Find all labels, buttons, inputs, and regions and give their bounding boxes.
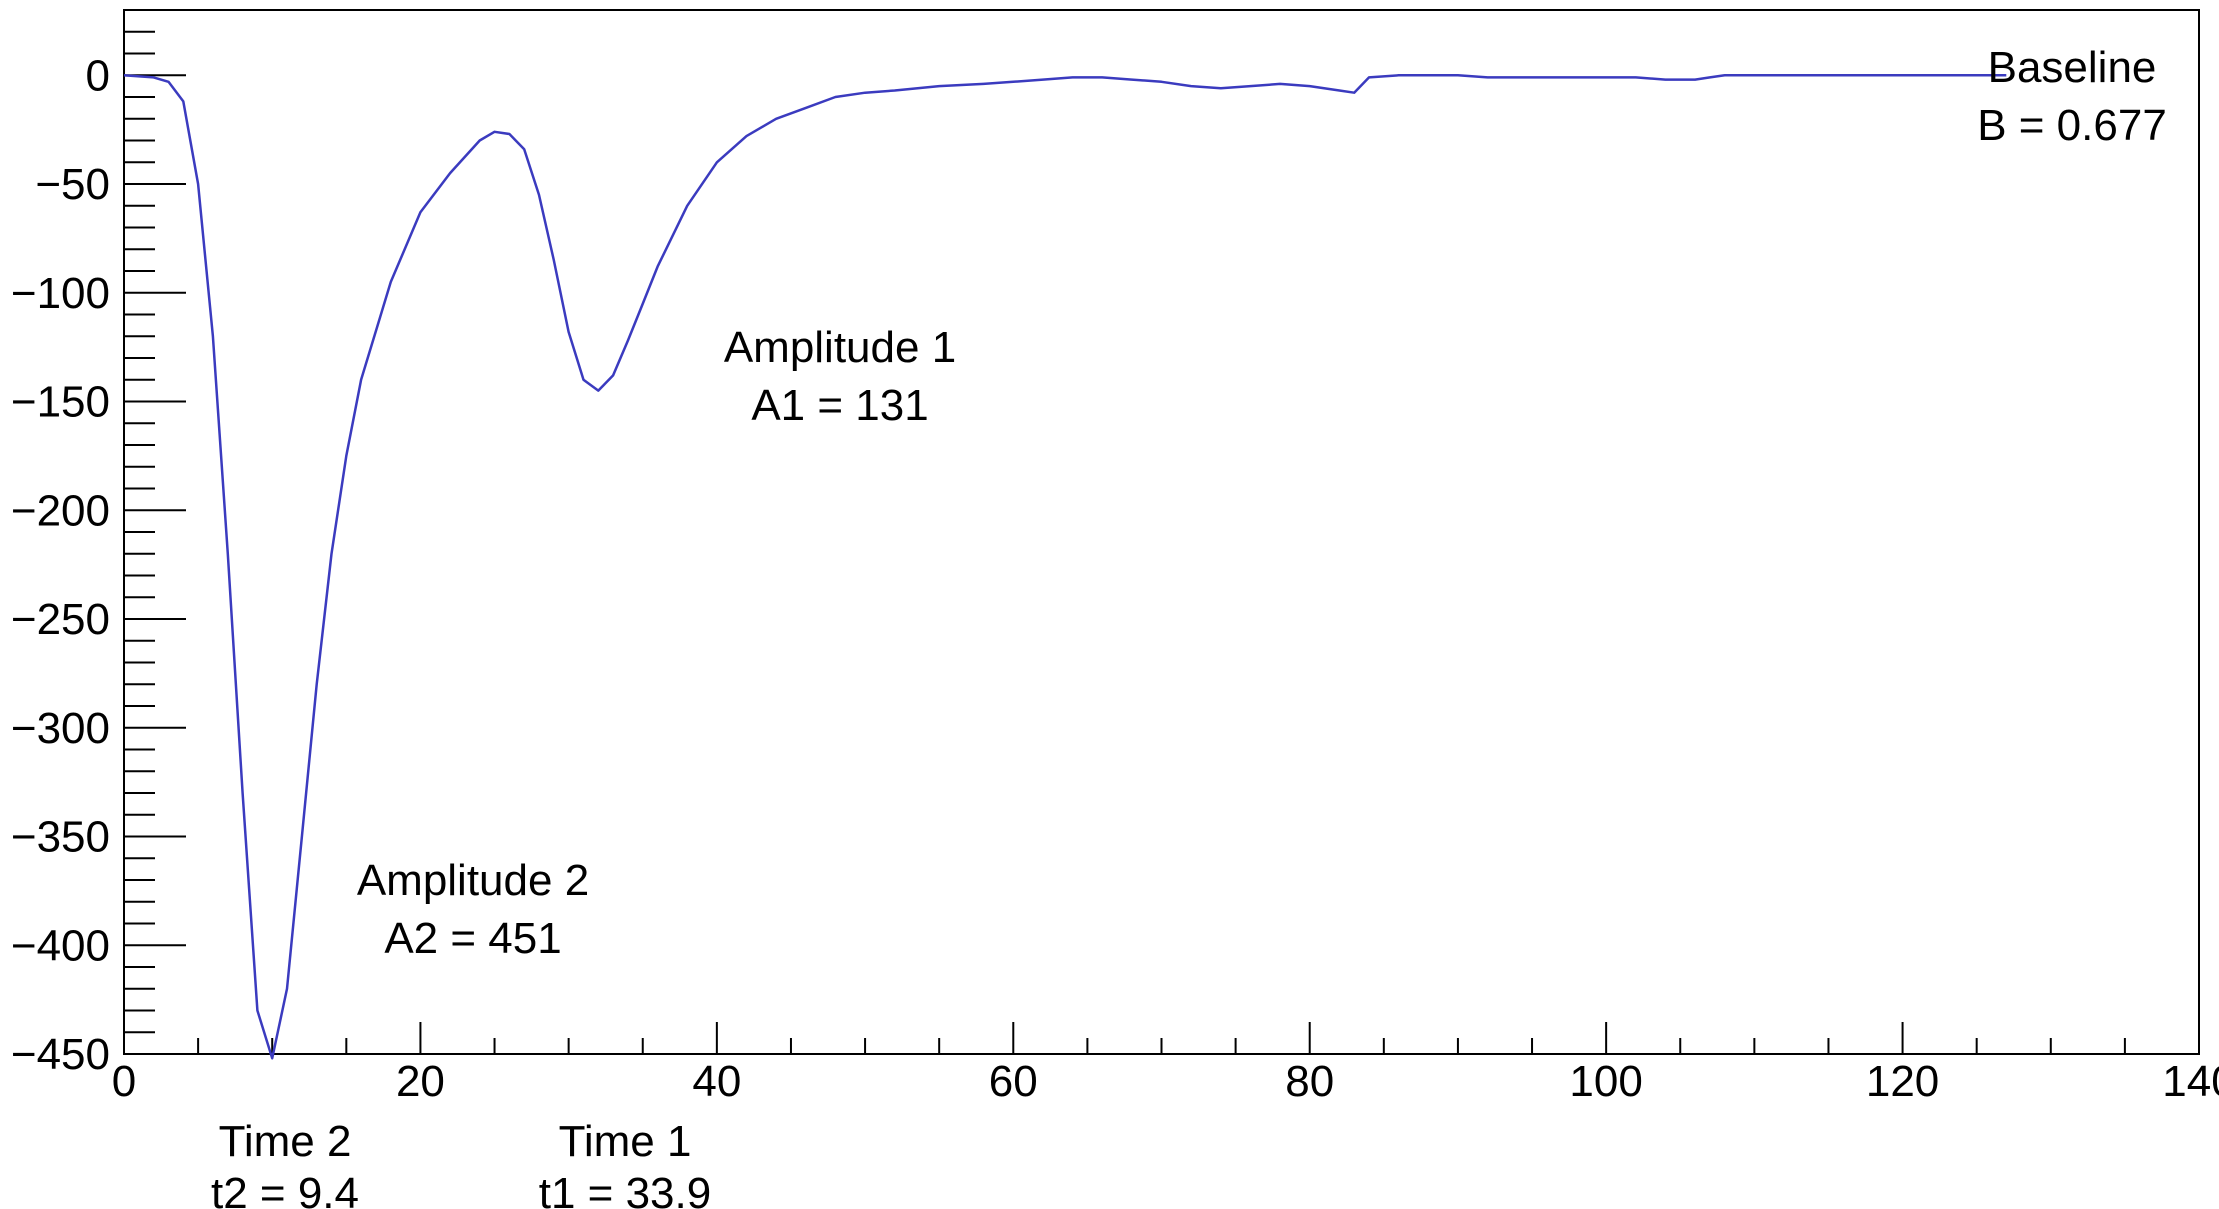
y-tick-label: −300 xyxy=(11,704,110,753)
y-axis-tick-labels: 0 −50 −100 −150 −200 −250 −300 −350 −400 −450 xyxy=(11,51,110,1079)
y-tick-label: −450 xyxy=(11,1030,110,1079)
y-tick-label: −400 xyxy=(11,921,110,970)
annotation-amplitude-1-value: A1 = 131 xyxy=(751,381,928,430)
annotation-time-1: Time 1 t1 = 33.9 xyxy=(539,1117,711,1209)
y-tick-label: −100 xyxy=(11,269,110,318)
annotation-time-2-title: Time 2 xyxy=(219,1117,352,1166)
y-tick-label: −200 xyxy=(11,486,110,535)
waveform-series-line xyxy=(123,74,2007,1060)
annotation-amplitude-1: Amplitude 1 A1 = 131 xyxy=(724,323,956,430)
y-axis-ticks xyxy=(124,9,186,1055)
y-tick-label: −150 xyxy=(11,378,110,427)
x-tick-label: 120 xyxy=(1866,1057,1939,1106)
x-tick-label: 140 xyxy=(2162,1057,2219,1106)
x-axis-tick-labels: 0 20 40 60 80 100 120 140 xyxy=(112,1057,2219,1106)
annotation-amplitude-2-value: A2 = 451 xyxy=(384,914,561,963)
x-tick-label: 60 xyxy=(989,1057,1038,1106)
annotation-amplitude-2-title: Amplitude 2 xyxy=(357,856,589,905)
y-tick-label: 0 xyxy=(86,51,110,100)
annotation-time-2: Time 2 t2 = 9.4 xyxy=(211,1117,359,1209)
annotation-baseline-title: Baseline xyxy=(1988,43,2157,92)
annotation-time-1-value: t1 = 33.9 xyxy=(539,1169,711,1209)
annotation-time-1-title: Time 1 xyxy=(559,1117,692,1166)
y-tick-label: −250 xyxy=(11,595,110,644)
x-tick-label: 0 xyxy=(112,1057,136,1106)
annotation-amplitude-2: Amplitude 2 A2 = 451 xyxy=(357,856,589,963)
x-tick-label: 40 xyxy=(692,1057,741,1106)
x-tick-label: 80 xyxy=(1285,1057,1334,1106)
x-tick-label: 20 xyxy=(396,1057,445,1106)
x-axis-ticks xyxy=(123,1022,2200,1054)
y-tick-label: −350 xyxy=(11,813,110,862)
annotation-time-2-value: t2 = 9.4 xyxy=(211,1169,359,1209)
annotation-baseline-value: B = 0.677 xyxy=(1977,101,2167,150)
annotation-baseline: Baseline B = 0.677 xyxy=(1977,43,2167,150)
x-tick-label: 100 xyxy=(1569,1057,1642,1106)
annotation-amplitude-1-title: Amplitude 1 xyxy=(724,323,956,372)
y-tick-label: −50 xyxy=(35,160,110,209)
